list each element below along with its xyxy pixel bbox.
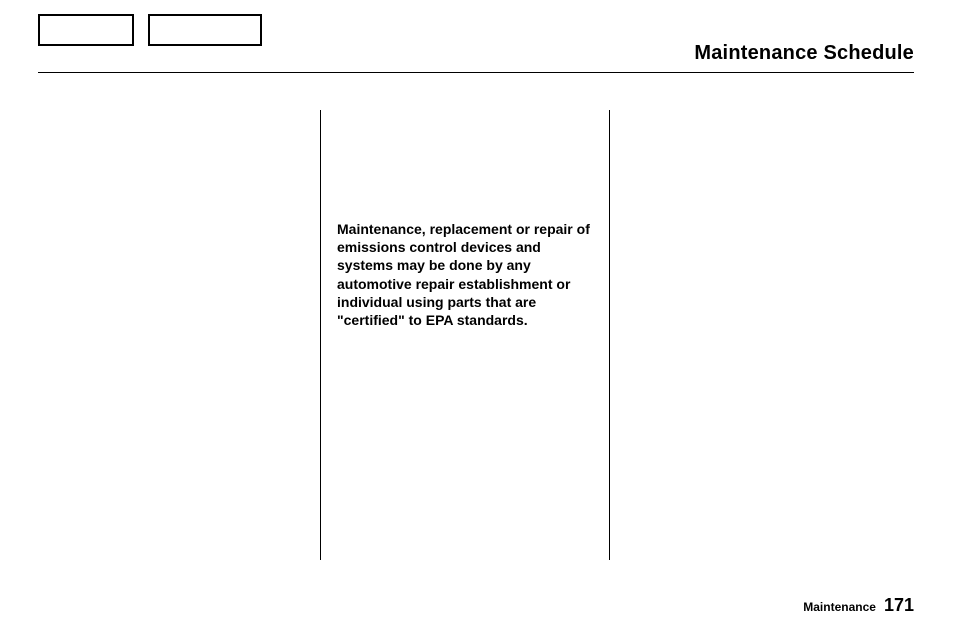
placeholder-box-2 xyxy=(148,14,262,46)
footer-page-number: 171 xyxy=(884,595,914,616)
placeholder-box-1 xyxy=(38,14,134,46)
body-paragraph: Maintenance, replacement or repair of em… xyxy=(337,220,599,329)
footer: Maintenance 171 xyxy=(803,595,914,616)
column-divider-right xyxy=(609,110,610,560)
header-divider xyxy=(38,72,914,73)
top-box-group xyxy=(38,14,262,46)
footer-section-label: Maintenance xyxy=(803,600,876,614)
content-columns: Maintenance, replacement or repair of em… xyxy=(320,110,610,560)
page-title: Maintenance Schedule xyxy=(694,42,914,65)
center-column: Maintenance, replacement or repair of em… xyxy=(321,110,609,560)
